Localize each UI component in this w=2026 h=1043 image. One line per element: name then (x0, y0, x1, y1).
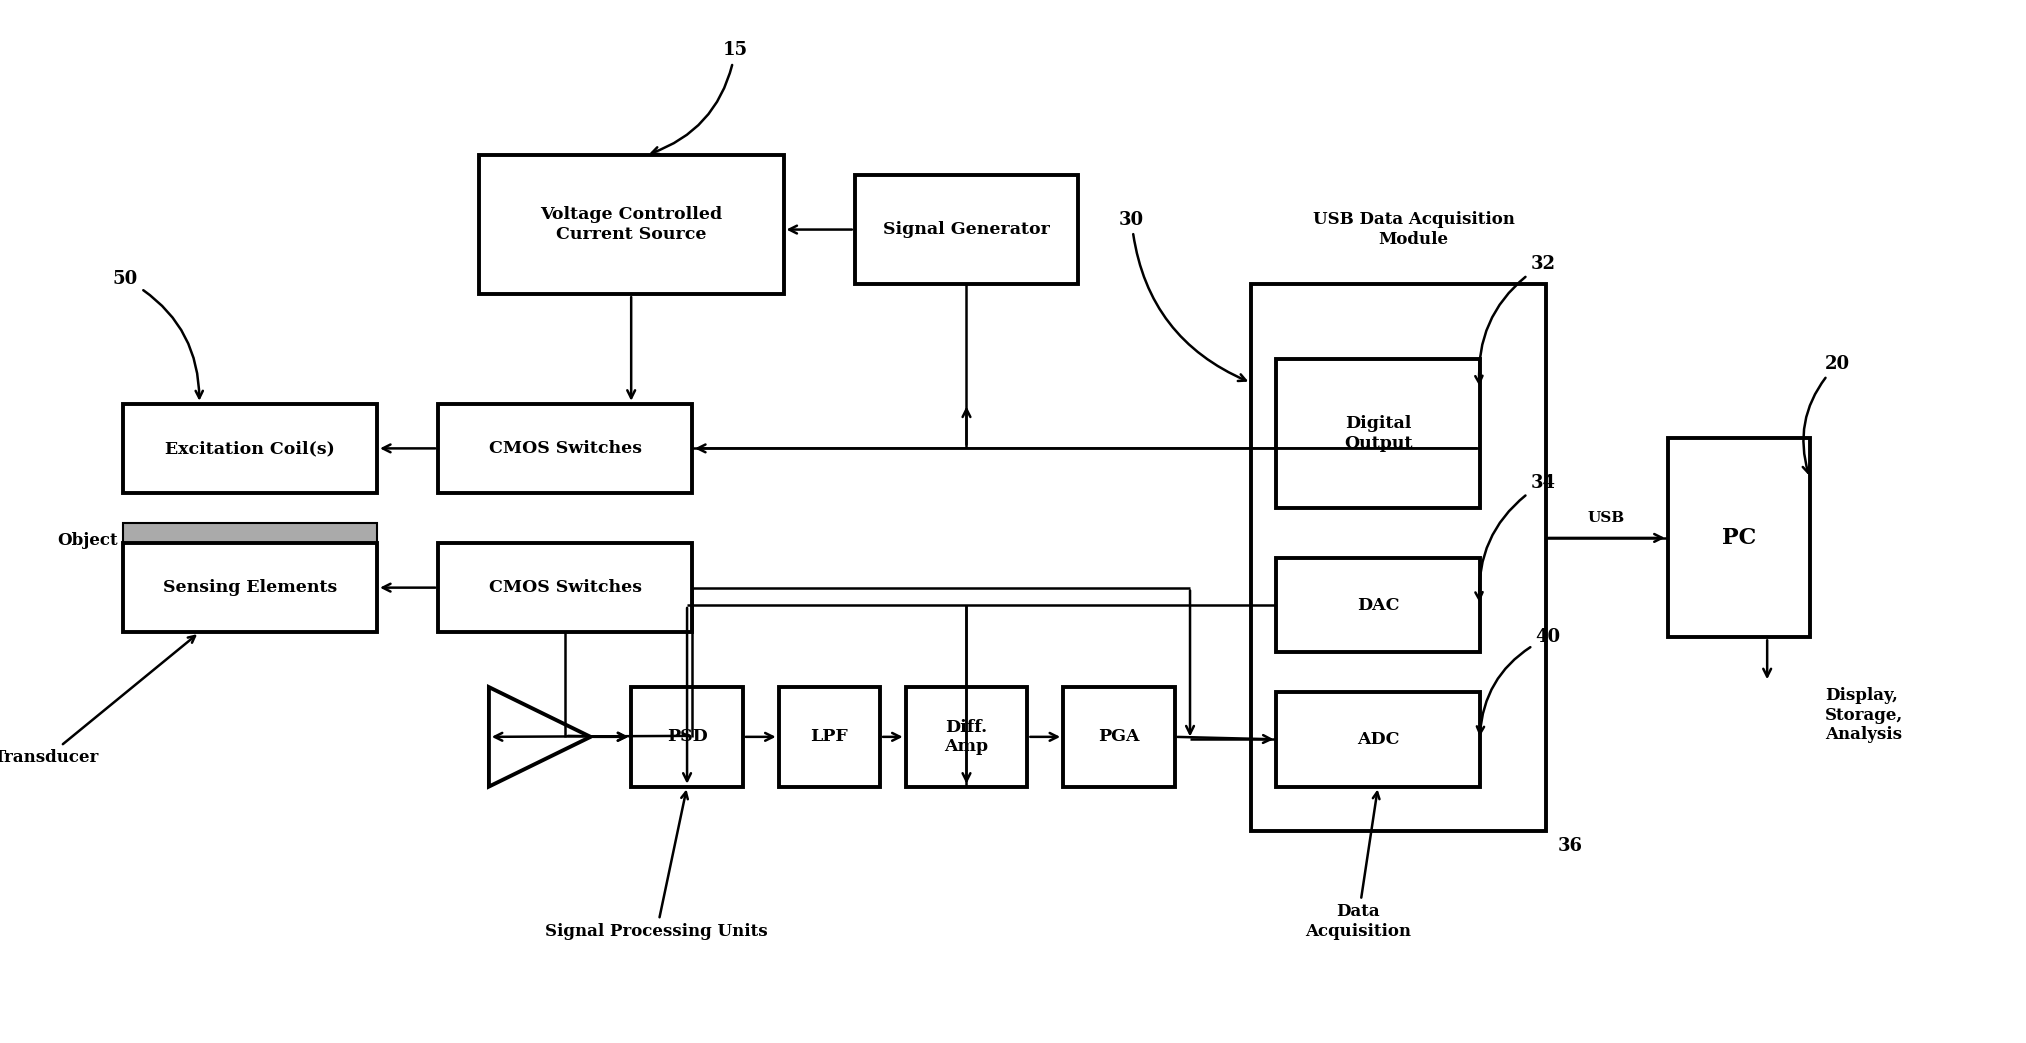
Bar (124, 543, 377, 632)
Polygon shape (488, 687, 590, 786)
Bar (124, 404, 377, 493)
Text: PSD: PSD (667, 728, 707, 746)
Text: Excitation Coil(s): Excitation Coil(s) (166, 440, 334, 457)
Bar (855, 175, 1078, 285)
Text: Voltage Controlled
Current Source: Voltage Controlled Current Source (541, 207, 721, 243)
Bar (1064, 687, 1175, 786)
Bar (906, 687, 1027, 786)
Bar (778, 687, 879, 786)
Text: Sensing Elements: Sensing Elements (162, 579, 336, 597)
Text: Signal Processing Units: Signal Processing Units (545, 792, 768, 940)
Text: USB: USB (1588, 511, 1625, 525)
Bar (1276, 558, 1479, 652)
Text: 50: 50 (113, 270, 203, 398)
Text: 15: 15 (652, 42, 748, 154)
Text: 30: 30 (1118, 211, 1246, 381)
Bar (1276, 359, 1479, 508)
Text: Diff.
Amp: Diff. Amp (944, 719, 989, 755)
Text: ADC: ADC (1357, 731, 1400, 748)
Text: 36: 36 (1558, 838, 1582, 855)
Bar (478, 155, 784, 294)
Text: Object: Object (57, 532, 118, 549)
Bar (438, 404, 693, 493)
Bar (438, 543, 693, 632)
Text: PC: PC (1722, 527, 1757, 549)
Text: PGA: PGA (1098, 728, 1141, 746)
Text: Signal Generator: Signal Generator (883, 221, 1049, 238)
Text: 32: 32 (1475, 256, 1556, 383)
Bar (1667, 438, 1809, 637)
Bar (632, 687, 744, 786)
Text: Digital
Output: Digital Output (1343, 415, 1412, 452)
Bar (1276, 693, 1479, 786)
Text: 40: 40 (1477, 628, 1560, 734)
Text: LPF: LPF (810, 728, 849, 746)
Text: Display,
Storage,
Analysis: Display, Storage, Analysis (1825, 687, 1902, 744)
Text: 20: 20 (1803, 355, 1850, 472)
Text: CMOS Switches: CMOS Switches (488, 440, 642, 457)
Text: DAC: DAC (1357, 597, 1400, 613)
Text: Data
Acquisition: Data Acquisition (1305, 792, 1410, 940)
Bar (1250, 285, 1546, 831)
Text: 34: 34 (1475, 475, 1556, 600)
Text: USB Data Acquisition
Module: USB Data Acquisition Module (1313, 212, 1515, 248)
Text: Transducer: Transducer (0, 636, 194, 766)
Text: CMOS Switches: CMOS Switches (488, 579, 642, 597)
Bar (124, 523, 377, 558)
